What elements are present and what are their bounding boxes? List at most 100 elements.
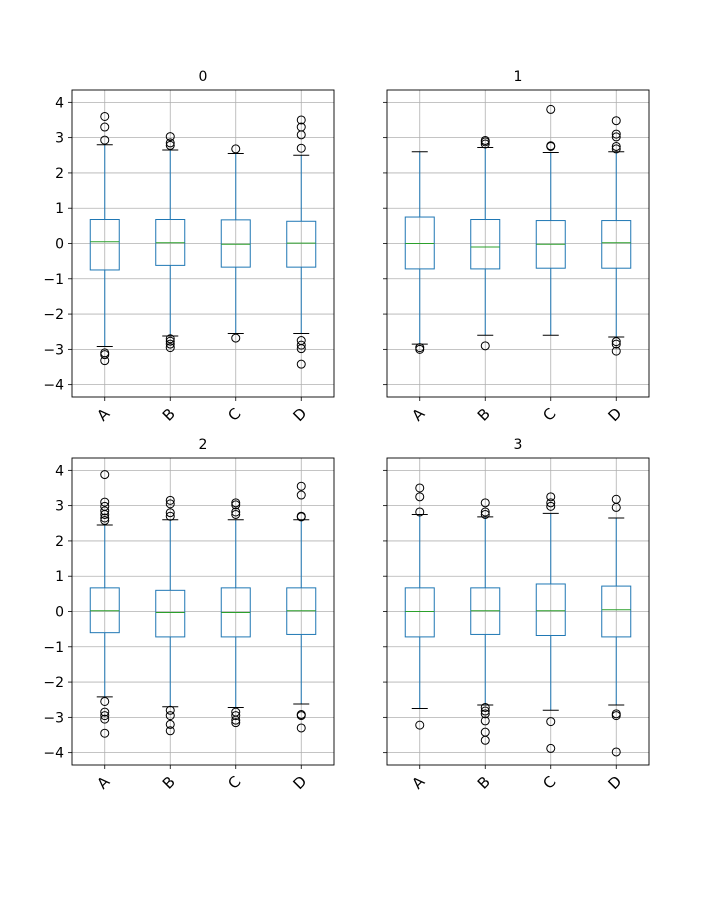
outlier-point xyxy=(611,747,621,757)
outlier-point xyxy=(546,743,556,753)
box-A xyxy=(404,483,435,730)
outlier-point xyxy=(165,339,175,349)
outlier-point xyxy=(165,132,175,142)
axes-frame xyxy=(386,89,650,398)
y-tick-label: 2 xyxy=(55,534,64,550)
box-B xyxy=(470,498,501,745)
outlier-point xyxy=(165,343,175,353)
outlier-point xyxy=(611,132,621,142)
outlier-point xyxy=(480,709,490,719)
outlier-point xyxy=(100,707,110,717)
outlier-point xyxy=(611,337,621,347)
y-tick-label: −4 xyxy=(43,378,64,394)
outlier-point xyxy=(611,494,621,504)
iqr-box xyxy=(89,587,120,634)
outlier-point xyxy=(165,711,175,721)
outlier-point xyxy=(480,507,490,517)
outlier-point xyxy=(231,715,241,725)
outlier-point xyxy=(415,483,425,493)
iqr-box xyxy=(404,216,435,270)
y-tick-label: 3 xyxy=(55,131,64,147)
outlier-point xyxy=(165,705,175,715)
box-C xyxy=(220,144,251,343)
outlier-point xyxy=(546,498,556,508)
subplot-title: 0 xyxy=(199,69,208,85)
outlier-point xyxy=(480,706,490,716)
outlier-point xyxy=(100,122,110,132)
y-tick-label: −2 xyxy=(43,307,64,323)
outlier-point xyxy=(296,143,306,153)
outlier-point xyxy=(296,115,306,125)
outlier-point xyxy=(231,333,241,343)
outlier-point xyxy=(480,509,490,519)
outlier-point xyxy=(480,135,490,145)
outlier-point xyxy=(165,719,175,729)
outlier-point xyxy=(100,111,110,121)
outlier-point xyxy=(231,144,241,154)
outlier-point xyxy=(165,140,175,150)
iqr-box xyxy=(286,220,317,268)
y-tick-label: 3 xyxy=(55,499,64,515)
outlier-point xyxy=(100,513,110,523)
outlier-point xyxy=(231,507,241,517)
subplot-title: 1 xyxy=(514,69,523,85)
axes-frame xyxy=(71,457,335,766)
box-A xyxy=(89,111,120,366)
outlier-point xyxy=(611,346,621,356)
outlier-point xyxy=(611,141,621,151)
outlier-point xyxy=(480,716,490,726)
outlier-point xyxy=(100,135,110,145)
outlier-point xyxy=(100,501,110,511)
iqr-box xyxy=(155,589,186,638)
outlier-point xyxy=(100,714,110,724)
iqr-box xyxy=(601,220,632,269)
axes-frame xyxy=(71,89,335,398)
outlier-point xyxy=(546,717,556,727)
outlier-point xyxy=(415,720,425,730)
outlier-point xyxy=(480,341,490,351)
outlier-point xyxy=(415,507,425,517)
box-D xyxy=(286,481,317,733)
outlier-point xyxy=(165,138,175,148)
outlier-point xyxy=(165,499,175,509)
y-tick-label: −4 xyxy=(43,746,64,762)
outlier-point xyxy=(100,356,110,366)
box-A xyxy=(404,151,435,354)
outlier-point xyxy=(231,718,241,728)
outlier-point xyxy=(296,340,306,350)
outlier-point xyxy=(415,344,425,354)
outlier-point xyxy=(480,702,490,712)
outlier-point xyxy=(611,339,621,349)
iqr-box xyxy=(404,587,435,638)
outlier-point xyxy=(546,501,556,511)
outlier-point xyxy=(100,350,110,360)
outlier-point xyxy=(165,334,175,344)
outlier-point xyxy=(165,508,175,518)
box-C xyxy=(535,104,566,336)
outlier-point xyxy=(231,500,241,510)
outlier-point xyxy=(611,129,621,139)
outlier-point xyxy=(231,498,241,508)
outlier-point xyxy=(100,728,110,738)
iqr-box xyxy=(535,583,566,636)
outlier-point xyxy=(231,509,241,519)
outlier-point xyxy=(611,116,621,126)
box-C xyxy=(535,492,566,753)
outlier-point xyxy=(165,726,175,736)
box-B xyxy=(155,132,186,353)
outlier-point xyxy=(480,735,490,745)
outlier-point xyxy=(296,122,306,132)
outlier-point xyxy=(296,359,306,369)
y-tick-label: −2 xyxy=(43,675,64,691)
axes-frame xyxy=(386,457,650,766)
iqr-box xyxy=(601,585,632,638)
iqr-box xyxy=(470,219,501,270)
box-C xyxy=(220,498,251,728)
outlier-point xyxy=(546,492,556,502)
outlier-point xyxy=(100,470,110,480)
outlier-point xyxy=(100,506,110,516)
box-A xyxy=(89,470,120,738)
box-D xyxy=(601,116,632,356)
